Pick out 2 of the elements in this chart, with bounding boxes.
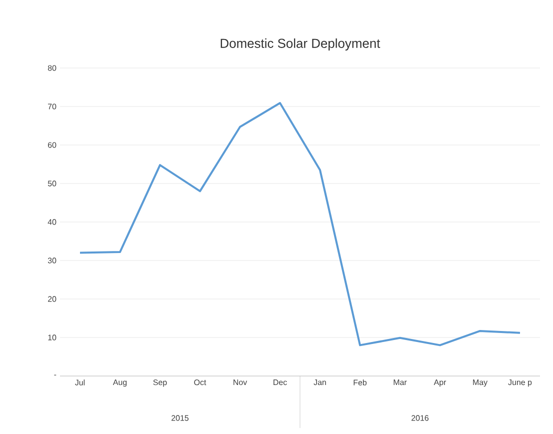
chart-title: Domestic Solar Deployment: [220, 38, 380, 51]
line-series: [79, 102, 522, 346]
